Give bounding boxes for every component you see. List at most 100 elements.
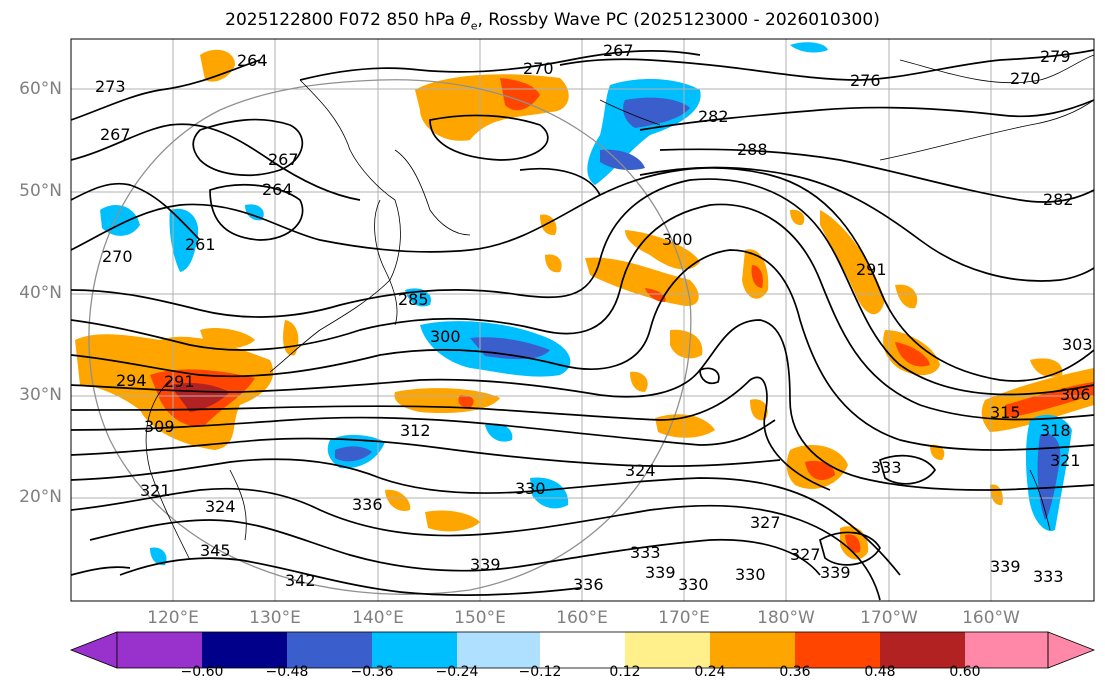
colorbar [69, 631, 1096, 669]
contour-label: 339 [470, 555, 501, 574]
positive-anomaly [545, 254, 562, 273]
negative-anomaly [485, 423, 513, 442]
contour-label: 282 [698, 107, 729, 126]
positive-anomaly-core [458, 395, 474, 408]
negative-anomaly [100, 205, 140, 236]
negative-anomaly-core [335, 446, 372, 462]
positive-anomaly [670, 329, 703, 359]
lat-label-40n: 40°N [19, 283, 62, 303]
contour-label: 321 [1050, 451, 1081, 470]
lon-label-140e: 140°E [352, 608, 404, 628]
colorbar-tick-label: −0.24 [435, 664, 479, 680]
contour-label: 288 [737, 140, 768, 159]
contour-label: 315 [990, 403, 1021, 422]
colorbar-extend-low [69, 631, 118, 669]
positive-anomaly-core [751, 265, 763, 288]
contour-label: 282 [1043, 190, 1074, 209]
lon-label-150e: 150°E [454, 608, 506, 628]
positive-anomaly [820, 210, 885, 315]
contour-label: 270 [1010, 69, 1041, 88]
lat-label-50n: 50°N [19, 181, 62, 201]
colorbar-segment [625, 632, 710, 668]
theta-e-contours [71, 49, 1094, 601]
lon-label-170e: 170°E [658, 608, 710, 628]
colorbar-segment [117, 632, 202, 668]
colorbar-tick-label: 0.12 [609, 664, 641, 680]
positive-anomaly-core [500, 78, 540, 111]
colorbar-segment [202, 632, 287, 668]
lon-label-170w: 170°W [860, 608, 918, 628]
contour-label: 291 [856, 260, 887, 279]
contour-label: 291 [164, 372, 195, 391]
contour-label: 336 [352, 495, 383, 514]
lon-label-160w: 160°W [962, 608, 1020, 628]
title-prefix: 2025122800 F072 850 hPa [225, 10, 461, 30]
contour-label: 276 [850, 71, 881, 90]
positive-anomaly [630, 371, 648, 392]
contour-label: 267 [603, 41, 634, 60]
negative-anomaly [530, 477, 569, 509]
colorbar-tick-label: −0.12 [518, 664, 562, 680]
contour-label: 303 [1062, 335, 1093, 354]
colorbar-segment [965, 632, 1048, 668]
positive-anomaly [200, 49, 235, 82]
contour-label: 261 [185, 235, 216, 254]
contour-label: 327 [790, 545, 821, 564]
positive-anomaly-core [895, 342, 930, 367]
colorbar-tick-label: −0.48 [265, 664, 309, 680]
colorbar-segment [287, 632, 372, 668]
contour-label: 333 [871, 458, 902, 477]
colorbar-frame [116, 631, 1049, 669]
coastlines [145, 54, 1094, 561]
lat-label-60n: 60°N [19, 79, 62, 99]
colorbar-tick-label: 0.60 [949, 664, 981, 680]
colorbar-tick-label: 0.48 [864, 664, 896, 680]
contour-label: 270 [523, 59, 554, 78]
contour-label: 330 [735, 565, 766, 584]
colorbar-tick-label: −0.36 [350, 664, 394, 680]
colorbar-segment [710, 632, 795, 668]
map-gridlines [71, 39, 1094, 601]
title-suffix: , Rossby Wave PC (2025123000 - 202601030… [477, 10, 880, 30]
positive-anomaly-core [645, 288, 666, 302]
title-symbol: θ [460, 10, 471, 30]
contour-labels: 264 267 270 276 279 273 270 267 282 288 … [95, 41, 1093, 594]
negative-anomaly [245, 204, 264, 221]
colorbar-extend-high [1047, 631, 1096, 669]
contour-label: 312 [400, 421, 431, 440]
negative-anomaly [169, 208, 199, 272]
lon-label-130e: 130°E [249, 608, 301, 628]
lon-label-160e: 160°E [556, 608, 608, 628]
lon-label-180w: 180°W [757, 608, 815, 628]
contour-label: 309 [144, 417, 175, 436]
positive-anomaly [200, 328, 255, 349]
contour-label: 321 [140, 481, 171, 500]
contour-label: 300 [430, 327, 461, 346]
contour-label: 339 [990, 557, 1021, 576]
negative-anomaly [790, 42, 828, 53]
contour-label: 264 [237, 51, 268, 70]
colorbar-segment [795, 632, 880, 668]
colorbar-segment [457, 632, 540, 668]
contour-label: 327 [750, 513, 781, 532]
positive-anomaly [1030, 358, 1063, 377]
contour-label: 273 [95, 77, 126, 96]
contour-label: 336 [573, 575, 604, 594]
contour-label: 267 [268, 150, 299, 169]
map-title: 2025122800 F072 850 hPa θe, Rossby Wave … [0, 10, 1105, 32]
contour-label: 333 [1033, 567, 1064, 586]
positive-anomaly [385, 489, 411, 511]
contour-label: 306 [1060, 385, 1091, 404]
positive-anomaly-core [805, 460, 835, 481]
lat-label-20n: 20°N [19, 487, 62, 507]
positive-anomaly [425, 510, 480, 532]
colorbar-tick-label: −0.60 [180, 664, 224, 680]
contour-label: 324 [625, 461, 656, 480]
title-subscript: e [470, 19, 478, 33]
negative-anomaly [150, 547, 167, 566]
positive-anomaly [540, 214, 557, 236]
contour-label: 345 [200, 541, 231, 560]
positive-anomaly-core [1005, 382, 1094, 418]
contour-label: 267 [100, 125, 131, 144]
contour-label: 330 [678, 575, 709, 594]
